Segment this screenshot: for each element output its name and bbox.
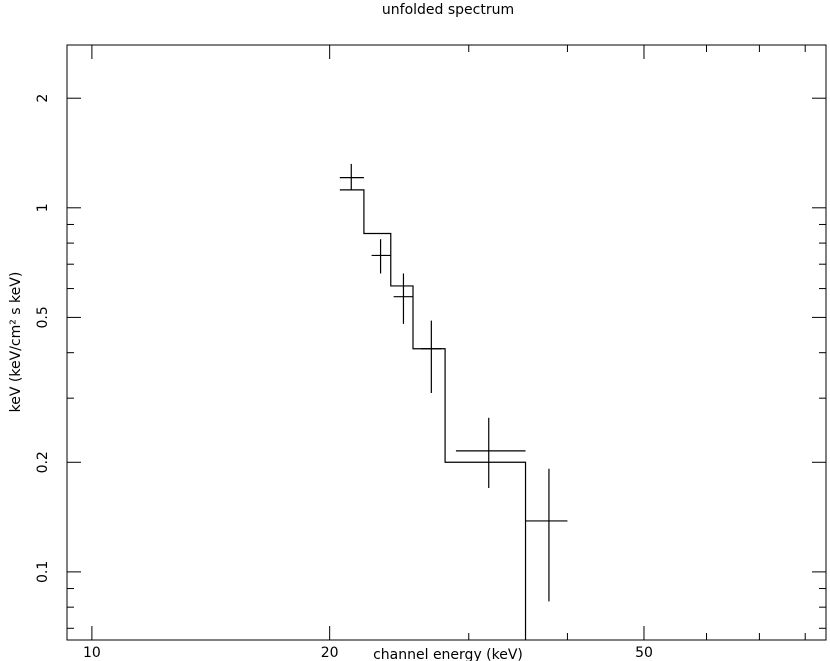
data-point bbox=[371, 239, 391, 274]
x-axis-label: channel energy (keV) bbox=[373, 647, 523, 661]
data-points bbox=[339, 163, 568, 602]
chart-title: unfolded spectrum bbox=[382, 2, 514, 18]
model-histogram bbox=[339, 189, 527, 640]
data-point bbox=[393, 273, 414, 324]
y-tick-label: 0.5 bbox=[35, 306, 51, 328]
axis-tick-labels: 10 20 50 0.1 0.2 0.5 1 2 bbox=[35, 94, 653, 661]
x-tick-label: 20 bbox=[321, 645, 339, 661]
y-tick-label: 2 bbox=[35, 94, 51, 103]
y-tick-label: 0.1 bbox=[35, 561, 51, 583]
data-point bbox=[339, 163, 364, 190]
axis-ticks bbox=[67, 45, 826, 640]
model-step-line bbox=[339, 189, 527, 640]
x-tick-label: 50 bbox=[635, 645, 653, 661]
data-point bbox=[455, 417, 526, 488]
y-tick-label: 1 bbox=[35, 203, 51, 212]
y-tick-label: 0.2 bbox=[35, 451, 51, 473]
y-axis-label: keV (keV/cm² s keV) bbox=[8, 272, 24, 413]
plot-frame bbox=[66, 44, 827, 641]
data-point bbox=[420, 320, 442, 393]
x-tick-label: 10 bbox=[83, 645, 101, 661]
data-point bbox=[525, 468, 568, 602]
